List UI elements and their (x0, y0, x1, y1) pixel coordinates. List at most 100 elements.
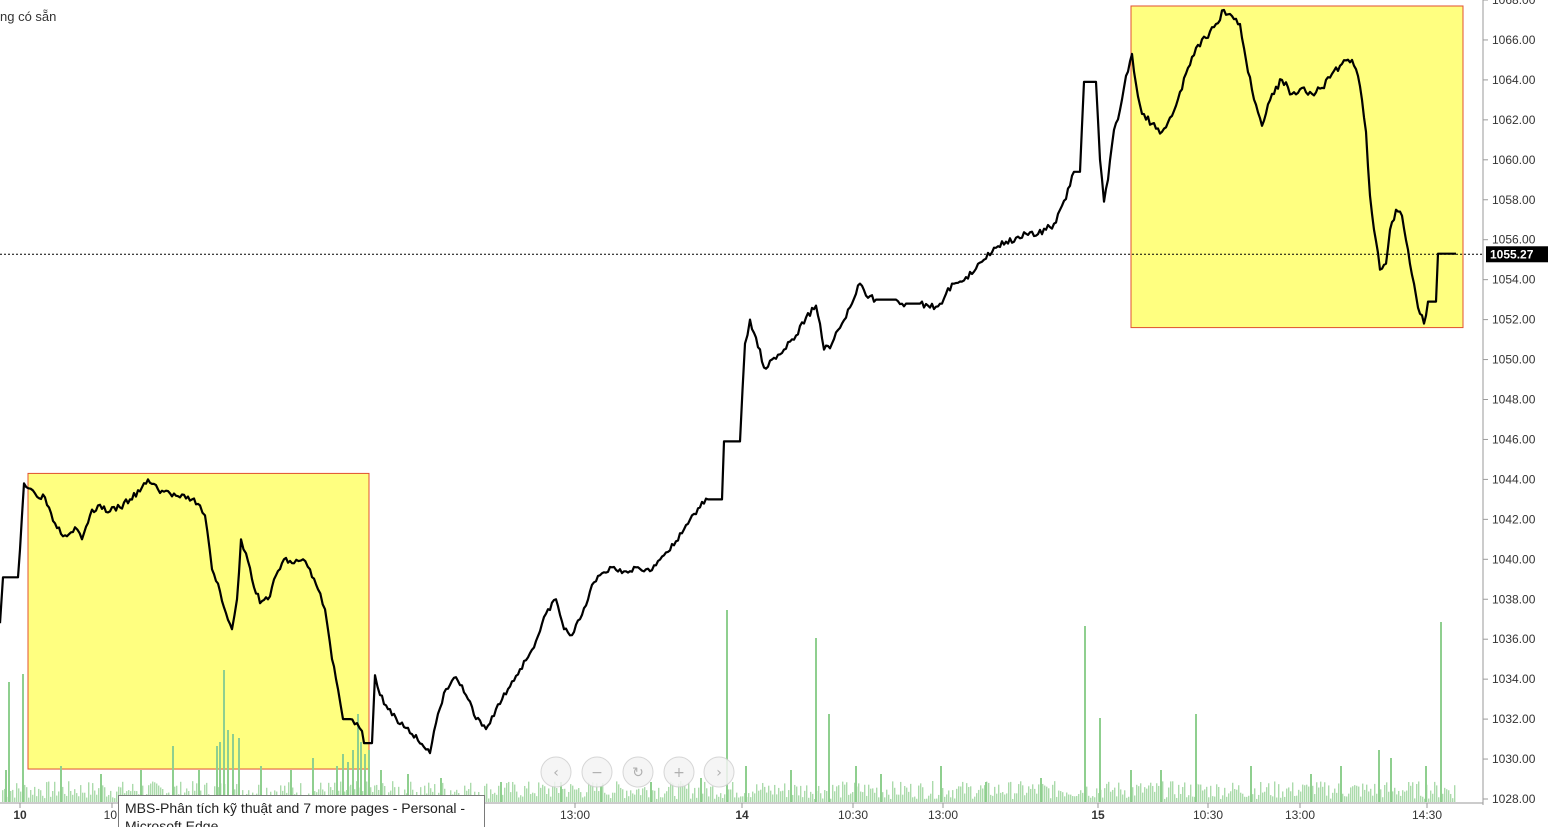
volume-bar (420, 787, 422, 802)
x-tick-label: 14:30 (1412, 808, 1442, 822)
volume-bar (1190, 784, 1192, 802)
volume-bar (924, 798, 926, 802)
volume-bar (682, 783, 684, 802)
volume-bar (728, 789, 730, 802)
volume-bar (392, 781, 394, 802)
volume-bar (1164, 798, 1166, 802)
y-tick-label: 1056.00 (1492, 233, 1536, 247)
volume-bar (838, 785, 840, 802)
volume-bar (880, 774, 882, 802)
volume-bar (223, 670, 225, 802)
y-tick-label: 1052.00 (1492, 313, 1536, 327)
plus-icon[interactable]: + (663, 756, 695, 788)
volume-bar (758, 790, 760, 802)
volume-bar (172, 746, 174, 802)
volume-bar (948, 790, 950, 802)
volume-bar (1028, 786, 1030, 802)
volume-bar (1084, 626, 1086, 802)
volume-bar (1328, 785, 1330, 802)
volume-bar (24, 784, 26, 802)
volume-bar (1406, 790, 1408, 802)
volume-bar (906, 787, 908, 802)
volume-bar (794, 784, 796, 802)
chevron-left-icon[interactable]: ‹ (540, 756, 572, 788)
volume-bar (198, 770, 200, 802)
volume-bar (1284, 796, 1286, 802)
volume-bar (366, 781, 368, 802)
volume-bar (774, 784, 776, 802)
volume-bar (720, 793, 722, 802)
volume-bar (1180, 793, 1182, 802)
volume-bar (850, 793, 852, 802)
volume-bar (28, 797, 30, 802)
volume-bar (1168, 787, 1170, 802)
volume-bar (576, 789, 578, 802)
volume-bar (938, 794, 940, 802)
minus-icon[interactable]: − (581, 756, 613, 788)
volume-bar (334, 782, 336, 802)
volume-bar (1042, 783, 1044, 802)
volume-bar (1450, 793, 1452, 802)
volume-bar (428, 782, 430, 802)
x-axis: 10 10: 13:00 14 10:30 13:00 15 10:30 13:00 14:30 (0, 802, 1483, 822)
volume-bar (985, 782, 987, 802)
volume-bar (1078, 794, 1080, 802)
chevron-right-icon[interactable]: › (703, 756, 735, 788)
volume-bar (1448, 790, 1450, 802)
volume-bar (708, 796, 710, 802)
volume-bar (630, 790, 632, 802)
volume-bar (652, 790, 654, 802)
volume-bar (666, 791, 668, 802)
volume-bar (1174, 794, 1176, 802)
volume-bar (648, 797, 650, 802)
volume-bar (42, 795, 44, 802)
volume-bar (1232, 782, 1234, 802)
volume-bar (842, 781, 844, 802)
volume-bar (26, 787, 28, 802)
volume-bar (1422, 796, 1424, 802)
reset-icon[interactable]: ↻ (622, 756, 654, 788)
volume-bar (642, 788, 644, 802)
volume-bar (560, 782, 562, 802)
volume-bar (812, 793, 814, 802)
volume-bar (496, 794, 498, 802)
volume-bar (550, 796, 552, 802)
volume-bar (776, 794, 778, 802)
volume-bar (612, 792, 614, 802)
volume-bar (1156, 783, 1158, 802)
volume-bar (554, 781, 556, 802)
volume-bar (1166, 797, 1168, 802)
volume-bar (1186, 797, 1188, 802)
volume-bar (1248, 795, 1250, 802)
volume-bar (80, 785, 82, 802)
volume-bar (1176, 797, 1178, 802)
volume-bar (1026, 792, 1028, 802)
volume-bar (640, 795, 642, 802)
volume-bar (1312, 785, 1314, 802)
volume-bar (604, 792, 606, 802)
volume-bar (580, 792, 582, 802)
volume-bar (1094, 797, 1096, 802)
volume-bar (1012, 798, 1014, 802)
volume-bar (364, 754, 366, 802)
volume-bar (1048, 788, 1050, 802)
volume-bar (1044, 785, 1046, 802)
volume-bar (368, 750, 370, 802)
volume-bar (846, 782, 848, 802)
volume-bar (628, 796, 630, 802)
volume-bar (858, 783, 860, 802)
volume-bar (1204, 789, 1206, 802)
volume-bar (330, 787, 332, 802)
volume-bar (1454, 785, 1456, 802)
volume-bar (882, 792, 884, 802)
volume-bar (1040, 778, 1042, 802)
volume-bar (1374, 783, 1376, 802)
volume-bar (930, 793, 932, 802)
volume-bar (1038, 784, 1040, 802)
volume-bar (768, 785, 770, 802)
volume-bar (1154, 791, 1156, 802)
volume-bar (22, 674, 24, 802)
volume-bar (590, 785, 592, 802)
volume-bar (1344, 796, 1346, 802)
